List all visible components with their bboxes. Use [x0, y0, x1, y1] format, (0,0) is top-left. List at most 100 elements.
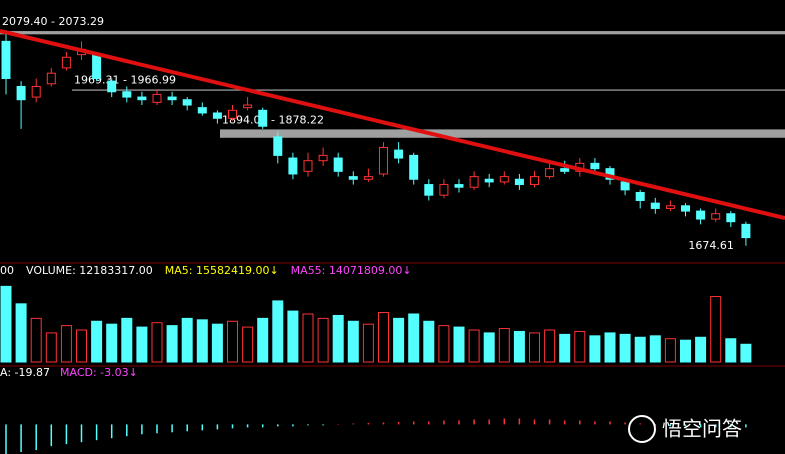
volume-bar [302, 313, 314, 363]
candle-body [182, 99, 192, 106]
candle-body [152, 93, 162, 103]
candle-body [303, 160, 313, 172]
price-band-label: 1894.04 - 1878.22 [222, 113, 324, 126]
volume-bar [181, 317, 193, 363]
volume-bar [574, 330, 586, 363]
candle-body [590, 162, 600, 170]
candle-body [379, 146, 388, 175]
trend-line [0, 29, 785, 220]
candle-body [681, 205, 690, 212]
low-label: 1674.61 [688, 239, 734, 252]
volume-bar [483, 332, 495, 363]
legend-entry: 00 [0, 264, 14, 277]
watermark: 悟空问答 [628, 415, 742, 443]
volume-bar [136, 326, 148, 363]
volume-bar [332, 314, 344, 363]
candle-body [530, 176, 539, 186]
volume-bar [287, 310, 299, 363]
volume-bar [680, 339, 691, 363]
candle-body [394, 149, 404, 159]
volume-bar [196, 319, 208, 363]
volume-bar [106, 323, 118, 363]
candle-body [560, 168, 570, 172]
candle-body [92, 54, 102, 79]
candle-body [363, 176, 373, 180]
volume-bar [649, 335, 661, 363]
candle-body [288, 157, 298, 175]
candle-body [545, 168, 555, 178]
candle-body [454, 184, 464, 188]
volume-bar [242, 326, 254, 363]
watermark-logo [628, 415, 656, 443]
candle-body [137, 96, 147, 101]
candle-body [348, 176, 358, 180]
volume-bar [408, 313, 420, 363]
volume-bar [664, 338, 676, 363]
volume-bar [91, 320, 103, 363]
volume-bar [362, 323, 374, 363]
candle-body [711, 213, 721, 220]
candle-body [107, 80, 117, 93]
volume-bar [498, 328, 510, 363]
volume-bar [695, 336, 707, 363]
volume-bar [227, 320, 238, 363]
candle-body [499, 176, 509, 183]
price-band [72, 89, 785, 91]
candle-body [16, 85, 26, 101]
candle-body [484, 178, 494, 183]
candle-body [1, 40, 11, 79]
volume-bar [740, 343, 752, 363]
volume-bar [725, 338, 737, 363]
candle-body [665, 205, 675, 209]
candle-body [122, 91, 132, 98]
legend-entry: MA55: 14071809.00↓ [291, 264, 412, 277]
candle-body [31, 85, 41, 98]
candle-body [273, 136, 283, 156]
legend-entry: MACD: -3.03↓ [60, 366, 138, 379]
legend-entry: VOLUME: 12183317.00 [26, 264, 153, 277]
volume-bar [30, 317, 42, 363]
volume-bar [257, 317, 269, 363]
volume-bar [272, 300, 284, 363]
price-band [220, 129, 785, 138]
volume-bar [60, 325, 72, 363]
candle-body [439, 184, 449, 196]
volume-bar [438, 325, 450, 363]
candle-body [424, 184, 434, 196]
candle-body [650, 202, 660, 209]
volume-bar [529, 332, 540, 363]
price-band-label: 2079.40 - 2073.29 [2, 15, 104, 28]
volume-bar [121, 317, 133, 363]
volume-bar [513, 330, 525, 363]
legend-entry: A: -19.87 [0, 366, 50, 379]
candle-body [212, 112, 222, 119]
volume-bar [0, 285, 12, 363]
candle-body [741, 223, 751, 239]
candle-body [243, 104, 253, 109]
volume-bar [453, 326, 465, 363]
candle-body [696, 210, 706, 220]
candle-body [258, 109, 268, 127]
volume-bar [423, 320, 435, 363]
price-band-label: 1969.31 - 1966.99 [74, 73, 176, 86]
candle-body [228, 109, 237, 119]
candle-body [409, 154, 419, 180]
watermark-text: 悟空问答 [662, 417, 742, 441]
volume-bar [589, 335, 601, 363]
volume-bar [559, 333, 571, 363]
volume-bar [619, 333, 631, 363]
volume-bar [710, 296, 722, 363]
volume-bar [544, 329, 556, 363]
volume-bar [634, 336, 646, 363]
volume-bar [151, 322, 163, 363]
volume-bar [76, 329, 87, 363]
volume-bar [45, 332, 57, 363]
volume-bar [211, 323, 223, 363]
candle-body [197, 107, 207, 114]
candle-body [635, 192, 645, 201]
candle-body [318, 154, 328, 162]
volume-bar [604, 332, 616, 363]
volume-bar [317, 317, 329, 363]
candle-body [61, 56, 71, 69]
